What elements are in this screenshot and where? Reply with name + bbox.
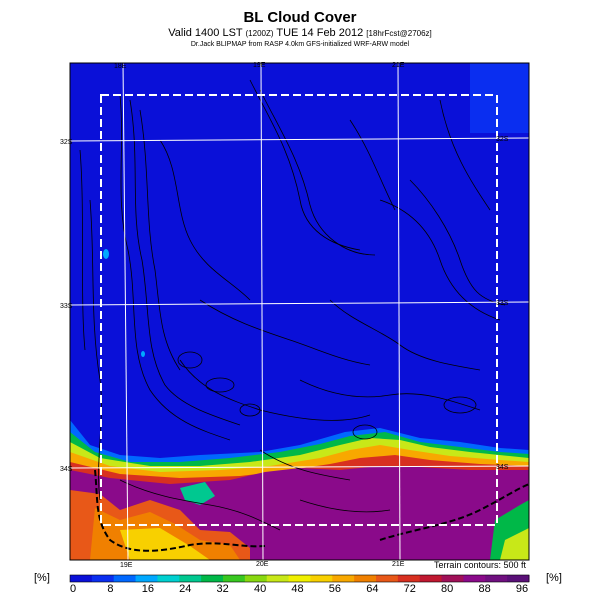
legend-swatch [507,575,530,582]
legend-swatch [135,575,158,582]
legend-swatch [463,575,486,582]
map-subtitle: Valid 1400 LST (1200Z) TUE 14 Feb 2012 [… [0,27,600,39]
legend-tick-label: 80 [441,583,453,595]
legend-swatch [91,575,115,582]
valid-date: TUE 14 Feb 2012 [276,27,364,39]
coastline [94,469,529,552]
legend-tick-label: 32 [217,583,229,595]
lon-label-top-2: 19E [253,62,266,69]
legend-swatch [244,575,268,582]
graticule [70,63,529,560]
legend-swatch [441,575,464,582]
legend-tick-label: 16 [142,583,154,595]
legend-swatch [266,575,290,582]
legend-tick-label: 56 [329,583,341,595]
legend-tick-label: 0 [70,583,76,595]
legend-swatch [157,575,180,582]
legend-unit-right: [%] [546,572,562,584]
legend-swatch [419,575,443,582]
legend-tick-label: 48 [291,583,303,595]
legend-tick-label: 8 [107,583,113,595]
domain-boundary [100,94,498,526]
lon-label-bottom-3: 21E [392,561,405,568]
lat-label-right-1: 32S [496,136,509,143]
lon-label-bottom-1: 19E [120,562,133,569]
model-credit: Dr.Jack BLIPMAP from RASP 4.0km GFS-init… [190,41,410,48]
legend-swatch [332,575,355,582]
legend-unit-left: [%] [34,572,50,584]
forecast-run: [18hrFcst@2706z] [366,29,432,38]
legend-tick-label: 64 [366,583,378,595]
legend-swatch [70,575,93,582]
legend-tick-label: 88 [478,583,490,595]
legend-swatch [288,575,311,582]
legend-tick-label: 40 [254,583,266,595]
lat-label-left-2: 33S [60,303,73,310]
legend-swatch [485,575,508,582]
legend-swatch [397,575,421,582]
lon-label-bottom-2: 20E [256,561,269,568]
legend-swatch [113,575,137,582]
legend-frame [69,574,530,583]
legend-swatch [354,575,377,582]
legend-tick-label: 24 [179,583,191,595]
lat-label-left-3: 34S [60,466,73,473]
legend-swatch [310,575,333,582]
legend-swatch [179,575,202,582]
lat-label-left-1: 32S [60,139,73,146]
color-legend-ticks: 0 8 16 24 32 40 48 56 64 72 80 88 96 [70,583,528,595]
cloud-field-shading [70,63,529,560]
lon-label-top-3: 21E [392,62,405,69]
valid-time: Valid 1400 LST [168,27,243,39]
legend-swatch [201,575,224,582]
legend-swatch [376,575,399,582]
terrain-contours [79,79,506,531]
color-legend [69,574,530,583]
plot-frame [69,62,530,561]
legend-swatch [223,575,246,582]
utc-time: (1200Z) [245,29,274,38]
map-title: BL Cloud Cover [243,9,357,26]
terrain-contour-note: Terrain contours: 500 ft [434,560,527,570]
legend-tick-label: 96 [516,583,528,595]
lon-label-top-1: 18E [114,63,127,70]
lat-label-right-3: 34S [496,464,509,471]
legend-tick-label: 72 [404,583,416,595]
lat-label-right-2: 33S [496,300,509,307]
